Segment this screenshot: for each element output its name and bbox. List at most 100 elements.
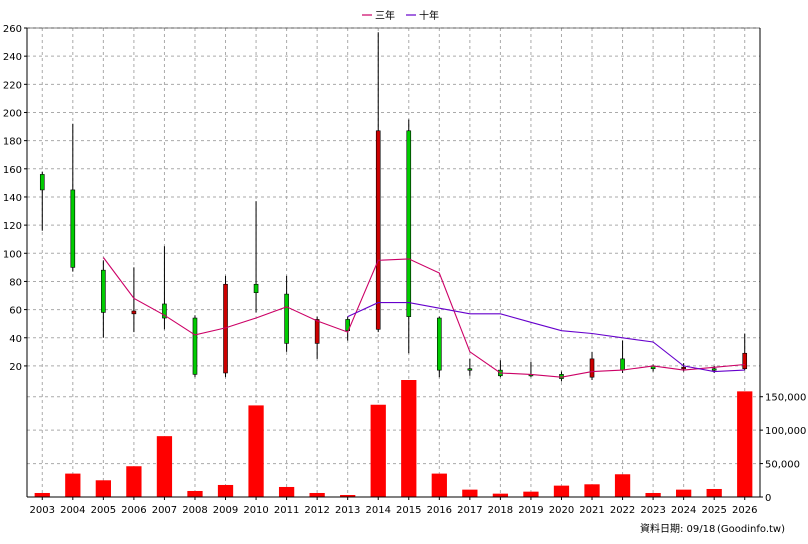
year-label: 2005 [91, 505, 116, 516]
volume-bar [309, 492, 325, 497]
volume-bar [34, 492, 50, 497]
volume-bar [492, 493, 509, 497]
volume-bar [248, 405, 264, 497]
candle-body [253, 283, 259, 294]
year-label: 2025 [701, 505, 726, 516]
year-label: 2020 [549, 505, 574, 516]
volume-bars [34, 380, 753, 497]
volume-bar [614, 474, 631, 497]
volume-bar [737, 391, 753, 497]
candle-body [589, 358, 595, 378]
volume-bar [126, 466, 142, 497]
year-label: 2015 [396, 505, 421, 516]
price-tick-label: 100 [3, 249, 22, 260]
candles [39, 32, 748, 382]
year-label: 2012 [304, 505, 329, 516]
ma-line-three-year [102, 257, 745, 378]
year-axis: 2003 2004 2005 2006 2007 2008 2009 2010 2011 2012… [30, 497, 757, 516]
price-tick-label: 200 [3, 108, 22, 119]
price-tick-label: 240 [3, 52, 22, 63]
volume-bar [65, 473, 81, 497]
year-label: 2013 [335, 505, 360, 516]
legend-label: 十年 [419, 9, 439, 22]
year-label: 2019 [518, 505, 543, 516]
volume-bar [706, 488, 722, 497]
volume-bar [95, 480, 111, 497]
volume-bar [523, 491, 539, 497]
year-label: 2017 [457, 505, 482, 516]
year-label: 2010 [243, 505, 268, 516]
plot-frame [26, 27, 761, 498]
volume-bar [645, 492, 661, 497]
price-tick-label: 160 [3, 165, 22, 176]
legend-label: 三年 [375, 9, 395, 22]
candle-body [711, 368, 717, 371]
ma-line-ten-year [347, 302, 745, 373]
volume-bar [370, 404, 386, 497]
volume-bar [676, 489, 692, 497]
price-tick-label: 40 [9, 334, 22, 345]
price-tick-label: 80 [9, 277, 22, 288]
volume-bar [340, 494, 356, 497]
candle-body [39, 174, 45, 191]
volume-bar [462, 489, 478, 497]
candle-body [284, 293, 289, 344]
candle-body [70, 189, 76, 268]
year-label: 2009 [213, 505, 238, 516]
volume-tick-label: 100,000 [765, 426, 806, 437]
price-tick-label: 260 [3, 24, 22, 35]
volume-tick-label: 50,000 [765, 460, 800, 471]
price-tick-label: 20 [9, 362, 22, 373]
candle-body [345, 319, 350, 332]
year-label: 2007 [152, 505, 177, 516]
year-label: 2016 [427, 505, 452, 516]
year-label: 2006 [121, 505, 146, 516]
candle-body [314, 319, 320, 344]
volume-tick-label: 150,000 [765, 393, 806, 404]
candle-body [162, 303, 167, 319]
volume-bar [431, 473, 447, 497]
year-label: 2003 [30, 505, 55, 516]
price-tick-label: 220 [3, 80, 22, 91]
legend-item: 十年 [406, 9, 439, 22]
year-label: 2014 [366, 505, 391, 516]
price-axis: 20 40 60 80 100 120 140 160 180 200 220 240 260 [3, 24, 27, 373]
year-label: 2008 [182, 505, 207, 516]
year-label: 2022 [610, 505, 635, 516]
volume-bar [187, 490, 203, 497]
year-label: 2004 [60, 505, 85, 516]
candle-body [101, 269, 106, 313]
volume-bar [217, 484, 234, 497]
year-label: 2023 [640, 505, 665, 516]
candle-body [131, 310, 137, 315]
candle-body [742, 352, 748, 370]
data-date-note: 資料日期: 09/18 [640, 522, 715, 535]
year-label: 2018 [488, 505, 513, 516]
volume-tick-label: 0 [765, 493, 771, 504]
price-tick-label: 180 [3, 137, 22, 148]
volume-bar [156, 436, 173, 497]
legend: 三年 十年 [362, 9, 439, 22]
price-tick-label: 140 [3, 193, 22, 204]
candle-body [192, 317, 198, 375]
year-label: 2024 [671, 505, 696, 516]
year-label: 2021 [579, 505, 604, 516]
volume-bar [278, 486, 295, 497]
price-tick-label: 120 [3, 221, 22, 232]
year-label: 2011 [274, 505, 299, 516]
volume-bar [553, 485, 570, 497]
volume-bar [584, 484, 600, 497]
moving-averages [102, 257, 745, 378]
candle-body [681, 367, 686, 370]
source-credit: (Goodinfo.tw) [717, 524, 785, 535]
candle-body [375, 130, 381, 330]
year-label: 2026 [732, 505, 757, 516]
candle-body [620, 358, 625, 371]
price-tick-label: 60 [9, 306, 22, 317]
candle-body [406, 130, 412, 317]
legend-item: 三年 [362, 9, 395, 22]
candle-body [437, 317, 442, 371]
candle-body [467, 368, 473, 371]
